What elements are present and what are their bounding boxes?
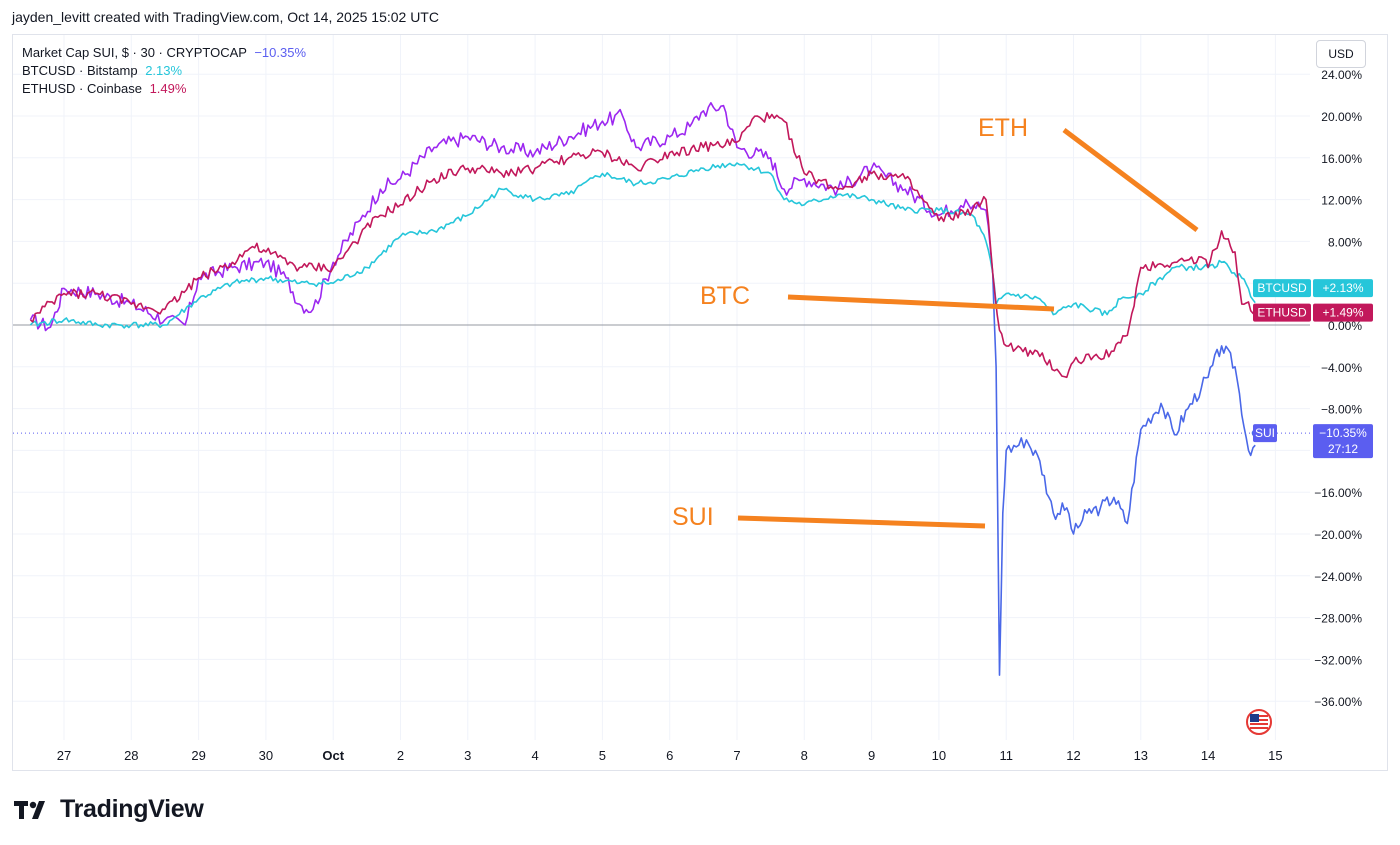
chart-legend: Market Cap SUI, $ · 30 · CRYPTOCAP −10.3… xyxy=(22,44,306,98)
legend-row-btc[interactable]: BTCUSD · Bitstamp 2.13% xyxy=(22,62,306,80)
y-tick-label: 24.00% xyxy=(1321,68,1362,82)
price-badge-value-sui[interactable] xyxy=(1313,424,1373,459)
legend-label-btc: BTCUSD · Bitstamp xyxy=(22,63,138,78)
x-tick-label: 10 xyxy=(932,748,946,763)
y-tick-label: −4.00% xyxy=(1321,361,1362,375)
x-tick-label: 7 xyxy=(733,748,740,763)
price-badge-name-text: ETHUSD xyxy=(1257,306,1307,320)
y-tick-label: −28.00% xyxy=(1314,612,1362,626)
y-tick-label: −36.00% xyxy=(1314,695,1362,709)
x-tick-label: 4 xyxy=(531,748,538,763)
x-tick-label: 12 xyxy=(1066,748,1080,763)
legend-label-eth: ETHUSD · Coinbase xyxy=(22,81,142,96)
y-tick-label: −24.00% xyxy=(1314,570,1362,584)
brand-name: TradingView xyxy=(60,795,204,823)
price-badge-value-text: +1.49% xyxy=(1322,306,1363,320)
x-tick-label: 2 xyxy=(397,748,404,763)
series-line-ethusd[interactable] xyxy=(29,112,1256,379)
y-tick-label: −20.00% xyxy=(1314,528,1362,542)
annotation-line-btc[interactable] xyxy=(787,294,1055,312)
x-tick-label: Oct xyxy=(322,748,344,763)
price-badge-name-btcusd[interactable] xyxy=(1253,279,1311,298)
annotation-line-sui[interactable] xyxy=(737,515,986,529)
y-tick-label: 8.00% xyxy=(1328,235,1362,249)
x-tick-label: 3 xyxy=(464,748,471,763)
us-flag-icon[interactable] xyxy=(1246,709,1272,735)
price-badge-value-text: +2.13% xyxy=(1322,281,1363,295)
y-tick-label: 16.00% xyxy=(1321,152,1362,166)
legend-value-sui: −10.35% xyxy=(254,45,307,60)
x-tick-label: 29 xyxy=(191,748,205,763)
annotation-line-eth[interactable] xyxy=(1062,128,1199,232)
x-tick-label: 6 xyxy=(666,748,673,763)
price-badge-name-text: SUI xyxy=(1255,426,1275,440)
legend-row-sui[interactable]: Market Cap SUI, $ · 30 · CRYPTOCAP −10.3… xyxy=(22,44,306,62)
x-tick-label: 28 xyxy=(124,748,138,763)
annotation-label-btc[interactable]: BTC xyxy=(700,282,750,310)
annotation-label-eth[interactable]: ETH xyxy=(978,114,1028,142)
tradingview-logo[interactable]: TradingView xyxy=(14,795,204,824)
y-tick-label: −16.00% xyxy=(1314,486,1362,500)
price-badge-value-text: −10.35% xyxy=(1319,426,1367,440)
x-tick-label: 13 xyxy=(1134,748,1148,763)
legend-value-eth: 1.49% xyxy=(149,81,187,96)
x-tick-label: 30 xyxy=(259,748,273,763)
annotation-label-sui[interactable]: SUI xyxy=(672,503,714,531)
legend-label-sui: Market Cap SUI, $ · 30 · CRYPTOCAP xyxy=(22,45,247,60)
x-tick-label: 5 xyxy=(599,748,606,763)
price-badge-name-ethusd[interactable] xyxy=(1253,303,1311,322)
price-badge-name-sui[interactable] xyxy=(1253,424,1277,443)
currency-button[interactable]: USD xyxy=(1316,40,1366,68)
x-tick-label: 27 xyxy=(57,748,71,763)
y-tick-label: −8.00% xyxy=(1321,403,1362,417)
chart-frame[interactable] xyxy=(12,34,1388,771)
series-line-sui[interactable] xyxy=(991,272,1256,676)
x-tick-label: 8 xyxy=(801,748,808,763)
chart-credit: jayden_levitt created with TradingView.c… xyxy=(12,9,439,25)
price-badge-timer-text: 27:12 xyxy=(1328,442,1358,456)
series-line-btcusd[interactable] xyxy=(29,162,1256,329)
tradingview-logo-icon xyxy=(14,800,45,819)
y-tick-label: 0.00% xyxy=(1328,319,1362,333)
x-tick-label: 9 xyxy=(868,748,875,763)
x-tick-label: 15 xyxy=(1268,748,1282,763)
price-badge-value-btcusd[interactable] xyxy=(1313,279,1373,298)
x-tick-label: 14 xyxy=(1201,748,1215,763)
y-tick-label: −32.00% xyxy=(1314,653,1362,667)
y-tick-label: 20.00% xyxy=(1321,110,1362,124)
x-tick-label: 11 xyxy=(999,748,1013,763)
price-badge-name-text: BTCUSD xyxy=(1257,281,1307,295)
price-badge-value-ethusd[interactable] xyxy=(1313,303,1373,322)
y-tick-label: 12.00% xyxy=(1321,194,1362,208)
legend-value-btc: 2.13% xyxy=(145,63,183,78)
legend-row-eth[interactable]: ETHUSD · Coinbase 1.49% xyxy=(22,80,306,98)
